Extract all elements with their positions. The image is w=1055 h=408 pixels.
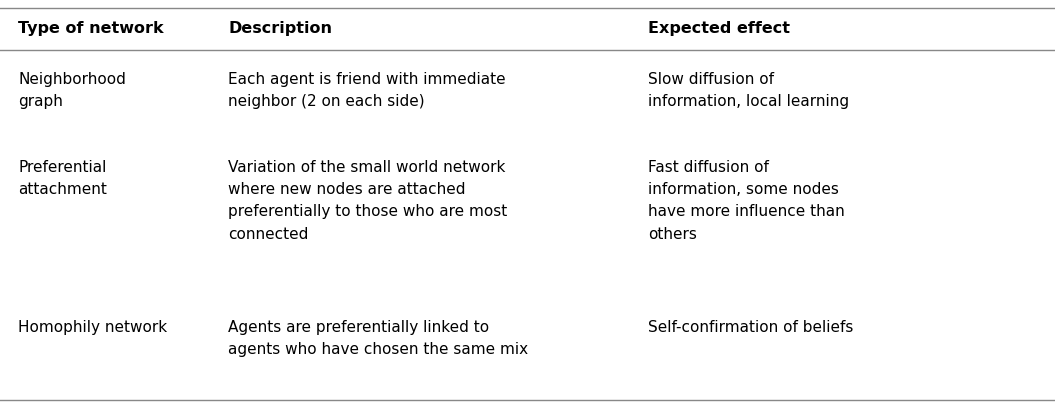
Text: Slow diffusion of
information, local learning: Slow diffusion of information, local lea… — [648, 72, 849, 109]
Text: Neighborhood
graph: Neighborhood graph — [18, 72, 126, 109]
Text: Self-confirmation of beliefs: Self-confirmation of beliefs — [648, 320, 853, 335]
Text: Agents are preferentially linked to
agents who have chosen the same mix: Agents are preferentially linked to agen… — [228, 320, 529, 357]
Text: Description: Description — [228, 20, 332, 35]
Text: Fast diffusion of
information, some nodes
have more influence than
others: Fast diffusion of information, some node… — [648, 160, 845, 242]
Text: Homophily network: Homophily network — [18, 320, 167, 335]
Text: Expected effect: Expected effect — [648, 20, 790, 35]
Text: Type of network: Type of network — [18, 20, 164, 35]
Text: Each agent is friend with immediate
neighbor (2 on each side): Each agent is friend with immediate neig… — [228, 72, 505, 109]
Text: Variation of the small world network
where new nodes are attached
preferentially: Variation of the small world network whe… — [228, 160, 507, 242]
Text: Preferential
attachment: Preferential attachment — [18, 160, 107, 197]
